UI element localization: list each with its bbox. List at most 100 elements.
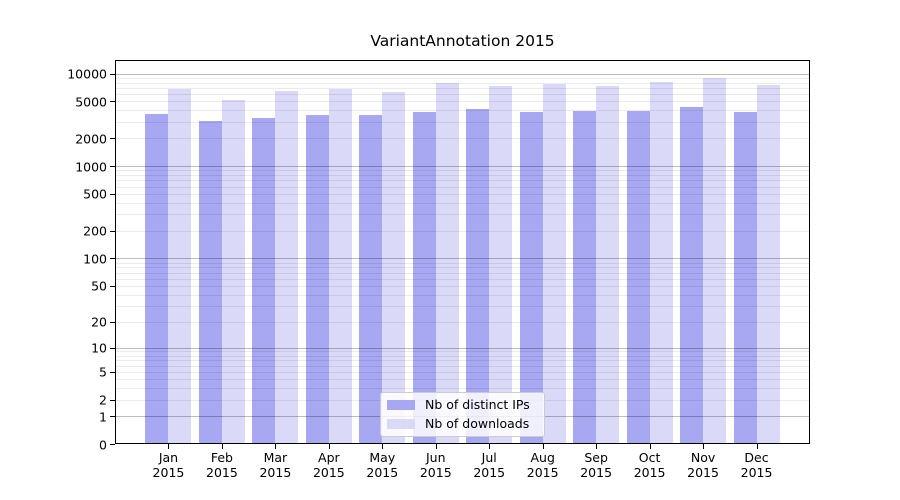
y-tick-mark [110,138,115,139]
bar-downloads [649,82,673,443]
gridline-minor [116,371,809,373]
bar-distinct-ips [252,117,276,443]
y-tick-mark [110,348,115,349]
gridline-minor [116,267,809,269]
x-tick-mark [329,444,330,449]
y-tick-label: 200 [83,223,107,239]
gridline-minor [116,180,809,182]
x-tick-mark [650,444,651,449]
bar-downloads [435,83,459,443]
gridline-minor [116,101,809,103]
bar-downloads [756,85,780,443]
legend-row: Nb of downloads [387,416,544,432]
legend: Nb of distinct IPs Nb of downloads [380,392,545,437]
gridline-minor [116,214,809,216]
legend-swatch-distinct-ips [387,400,415,411]
bar-distinct-ips [198,121,222,443]
x-tick-label: Sep 2015 [580,450,613,480]
y-tick-mark [110,194,115,195]
bar-distinct-ips [466,108,490,443]
legend-label: Nb of downloads [425,415,530,431]
gridline-minor [116,351,809,353]
gridline-minor [116,110,809,112]
legend-label: Nb of distinct IPs [425,397,530,413]
y-tick-label: 500 [83,186,107,202]
y-tick-label: 5000 [75,94,107,110]
gridline-minor [116,138,809,140]
y-tick-label: 5 [99,364,107,380]
legend-row: Nb of distinct IPs [387,397,544,413]
x-tick-label: Oct 2015 [633,450,666,480]
y-tick-label: 100 [83,251,107,267]
gridline-minor [116,77,809,79]
bar-downloads [328,88,352,443]
gridline-minor [116,294,809,296]
bar-downloads [221,100,245,443]
chart-title: VariantAnnotation 2015 [370,32,555,50]
gridline-minor [116,262,809,264]
y-tick-label: 2000 [75,131,107,147]
x-tick-label: Nov 2015 [687,450,719,480]
gridline-minor [116,170,809,172]
y-tick-label: 0 [99,437,107,452]
y-tick-mark [110,74,115,75]
gridline-minor [116,175,809,177]
y-tick-label: 50 [91,278,107,294]
gridline-minor [116,365,809,367]
bar-distinct-ips [733,112,757,443]
y-tick-mark [110,101,115,102]
bar-distinct-ips [519,112,543,443]
y-tick-label: 10000 [67,66,107,82]
gridline-minor [116,355,809,357]
y-tick-mark [110,286,115,287]
y-tick-mark [110,166,115,167]
x-tick-label: Jun 2015 [419,450,452,480]
x-tick-mark [489,444,490,449]
x-tick-label: May 2015 [366,450,399,480]
y-tick-label: 2 [99,392,107,408]
gridline-minor [116,193,809,195]
x-tick-label: Jul 2015 [473,450,506,480]
gridline-minor [116,360,809,362]
x-tick-label: Apr 2015 [312,450,345,480]
gridline-minor [116,121,809,123]
gridline-minor [116,321,809,323]
bar-distinct-ips [359,114,383,443]
gridline-minor [116,202,809,204]
x-tick-mark [222,444,223,449]
bar-distinct-ips [145,113,169,443]
gridline-minor [116,388,809,390]
x-tick-mark [168,444,169,449]
bar-distinct-ips [305,114,329,443]
x-tick-mark [275,444,276,449]
x-tick-mark [596,444,597,449]
bar-downloads [596,86,620,443]
gridline-minor [116,186,809,188]
y-tick-mark [110,231,115,232]
x-tick-mark [703,444,704,449]
gridline-minor [116,272,809,274]
y-tick-label: 10 [91,340,107,356]
x-tick-mark [543,444,544,449]
gridline-minor [116,87,809,89]
gridline-minor [116,82,809,84]
y-tick-label: 1 [99,409,107,425]
y-tick-mark [110,444,115,445]
y-tick-mark [110,416,115,417]
gridline-major [116,73,809,75]
gridline-minor [116,94,809,96]
x-tick-label: Mar 2015 [259,450,292,480]
plot-area [115,60,810,444]
bar-distinct-ips [626,111,650,443]
gridline-major [116,166,809,168]
x-tick-label: Jan 2015 [152,450,185,480]
y-tick-label: 20 [91,314,107,330]
gridline-minor [116,285,809,287]
y-tick-label: 1000 [75,159,107,175]
x-tick-mark [757,444,758,449]
x-tick-label: Feb 2015 [206,450,238,480]
gridline-minor [116,305,809,307]
gridline-major [116,258,809,260]
bar-downloads [542,83,566,443]
